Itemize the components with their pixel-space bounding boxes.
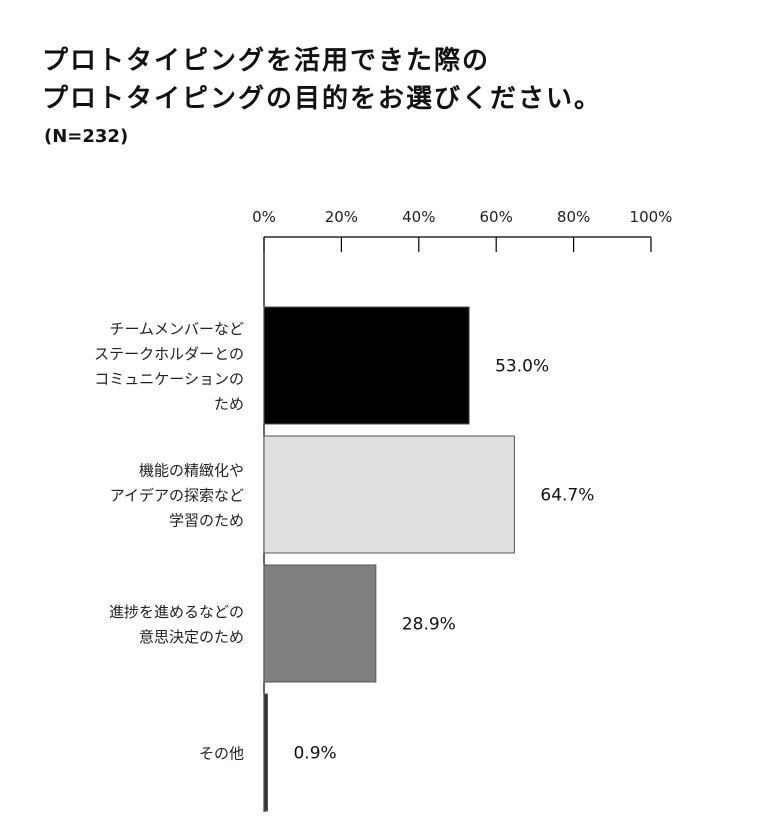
category-label: 機能の精緻化やアイデアの探索など学習のため (110, 462, 244, 530)
category-label-line: 機能の精緻化や (139, 462, 244, 480)
x-tick-label: 40% (402, 208, 435, 226)
bars: 53.0% 64.7% 28.9% 0.9% (263, 306, 594, 812)
category-label-line: 学習のため (169, 512, 244, 530)
bar (263, 693, 268, 812)
chart-title-line-1: プロトタイピングを活用できた際の (42, 46, 491, 76)
x-tick-label: 100% (630, 208, 673, 226)
category-labels: チームメンバーなどステークホルダーとのコミュニケーションのため機能の精緻化やアイ… (94, 320, 244, 763)
value-label: 28.9% (402, 615, 456, 635)
category-label-line: 意思決定のため (139, 628, 244, 646)
x-axis: 0% 20% 40% 60% 80% 100% (252, 208, 672, 812)
chart-subtitle: (N=232) (44, 126, 129, 147)
x-tick-label: 60% (480, 208, 513, 226)
bar (263, 564, 377, 683)
category-label-line: アイデアの探索など (110, 487, 244, 505)
bar (263, 306, 470, 425)
category-label-line: ステークホルダーとの (94, 345, 244, 363)
category-label-line: 進捗を進めるなどの (109, 603, 244, 621)
chart-title-line-2: プロトタイピングの目的をお選びください。 (42, 84, 603, 114)
category-label-line: その他 (199, 745, 244, 763)
category-label: 進捗を進めるなどの意思決定のため (109, 603, 244, 646)
value-label: 64.7% (540, 486, 594, 506)
category-label: その他 (199, 745, 244, 763)
value-label: 0.9% (293, 744, 336, 764)
category-label-line: チームメンバーなど (109, 320, 244, 338)
x-tick-label: 20% (325, 208, 358, 226)
x-tick-label: 80% (557, 208, 590, 226)
x-tick-label: 0% (252, 208, 276, 226)
category-label-line: コミュニケーションの (94, 370, 244, 388)
value-label: 53.0% (495, 357, 549, 377)
category-label-line: ため (214, 395, 244, 413)
category-label: チームメンバーなどステークホルダーとのコミュニケーションのため (94, 320, 244, 413)
bar (263, 435, 515, 554)
chart-title: プロトタイピングを活用できた際の プロトタイピングの目的をお選びください。 (42, 42, 602, 118)
